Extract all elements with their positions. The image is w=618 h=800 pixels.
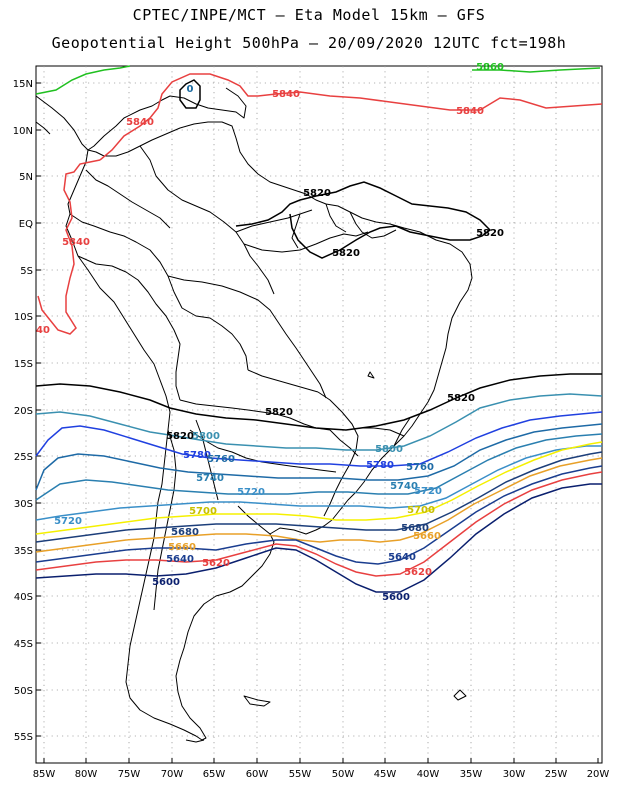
- contour-label: 5760: [207, 454, 235, 465]
- contour-label: 5720: [54, 516, 82, 527]
- contour-label: 5820: [447, 393, 475, 404]
- contour-label: 5720: [414, 486, 442, 497]
- contour-label: 5600: [152, 577, 180, 588]
- contour-label: 5660: [413, 531, 441, 542]
- lat-label: 5S: [20, 266, 33, 277]
- lat-label: 10N: [13, 126, 33, 137]
- contour-5820-north: [235, 181, 492, 259]
- contour-5780: [35, 411, 603, 467]
- contour-label: 5840: [272, 89, 300, 100]
- contour-label: 5820: [166, 431, 194, 442]
- map-frame: [35, 65, 603, 764]
- contour-label: 5740: [390, 481, 418, 492]
- contour-label: 5700: [407, 505, 435, 516]
- contour-label: 5840: [126, 117, 154, 128]
- contour-label: 5740: [196, 473, 224, 484]
- lat-label: 5N: [19, 172, 33, 183]
- lat-label: 35S: [14, 546, 33, 557]
- contour-label: 5820: [332, 248, 360, 259]
- map-title: CPTEC/INPE/MCT – Eta Model 15km – GFS: [132, 6, 486, 24]
- contour-label: 5680: [401, 523, 429, 534]
- lon-label: 80W: [75, 769, 98, 780]
- contour-label: 5620: [404, 567, 432, 578]
- lat-label: 15S: [14, 359, 33, 370]
- contour-label: 5640: [166, 554, 194, 565]
- lon-label: 40W: [417, 769, 440, 780]
- contour-5860-east: [472, 67, 601, 73]
- frame-ticks: [36, 82, 599, 763]
- lat-label: 25S: [14, 452, 33, 463]
- lat-label: 45S: [14, 639, 33, 650]
- contour-label: 5780: [183, 450, 211, 461]
- lat-label: 50S: [14, 686, 33, 697]
- contour-5760: [35, 423, 603, 491]
- lon-label: 45W: [374, 769, 397, 780]
- contour-5840: [99, 73, 603, 161]
- contour-5860: [35, 65, 131, 95]
- lon-label: 70W: [161, 769, 184, 780]
- coastline-and-borders: [35, 87, 473, 743]
- contour-label: 5760: [406, 462, 434, 473]
- contour-5800: [35, 393, 603, 451]
- contour-label: 5700: [189, 506, 217, 517]
- lon-label: 20W: [587, 769, 610, 780]
- contour-label: 5720: [237, 487, 265, 498]
- lon-label: 25W: [545, 769, 568, 780]
- lon-label: 30W: [503, 769, 526, 780]
- contour-5640: [35, 465, 603, 565]
- latitude-labels: 15N 10N 5N EQ 5S 10S 15S 20S 25S 30S 35S 40S 45S 50S 5…: [13, 79, 33, 743]
- lat-label: 10S: [14, 312, 33, 323]
- contour-label: 0: [187, 84, 194, 95]
- lat-label: 40S: [14, 592, 33, 603]
- lon-label: 60W: [246, 769, 269, 780]
- contour-label: 5860: [476, 62, 504, 73]
- contour-label: 5620: [202, 558, 230, 569]
- contour-5840-west: [37, 159, 101, 335]
- contour-5660: [35, 457, 603, 553]
- contour-5600: [35, 483, 602, 593]
- contour-label: 5780: [366, 460, 394, 471]
- contour-labels: 5840584058405840400586058205820582058205…: [36, 62, 504, 603]
- lon-label: 35W: [460, 769, 483, 780]
- contour-5740: [35, 433, 603, 501]
- contour-lines: [35, 65, 603, 593]
- lat-label: 55S: [14, 732, 33, 743]
- contour-label: 5800: [192, 431, 220, 442]
- lon-label: 50W: [332, 769, 355, 780]
- contour-label: 5660: [168, 542, 196, 553]
- contour-label: 5640: [388, 552, 416, 563]
- lon-label: 75W: [118, 769, 141, 780]
- contour-5620: [35, 471, 603, 577]
- contour-label: 40: [36, 325, 50, 336]
- map-subtitle: Geopotential Height 500hPa – 20/09/2020 …: [51, 34, 567, 52]
- contour-label: 5600: [382, 592, 410, 603]
- contour-label: 5680: [171, 527, 199, 538]
- contour-5720: [35, 445, 602, 521]
- contour-label: 5840: [62, 237, 90, 248]
- contour-5840-ring: [179, 79, 201, 109]
- contour-5820-south: [35, 373, 602, 431]
- longitude-labels: 85W 80W 75W 70W 65W 60W 55W 50W 45W 40W 35W 30W 25W 2…: [33, 769, 610, 780]
- lon-label: 55W: [289, 769, 312, 780]
- lon-label: 65W: [203, 769, 226, 780]
- contour-label: 5820: [265, 407, 293, 418]
- contour-5700: [35, 441, 603, 535]
- lat-label: 20S: [14, 406, 33, 417]
- lon-label: 85W: [33, 769, 56, 780]
- lat-label: 30S: [14, 499, 33, 510]
- contour-label: 5820: [476, 228, 504, 239]
- contour-5680: [35, 451, 603, 543]
- contour-label: 5820: [303, 188, 331, 199]
- contour-label: 5800: [375, 444, 403, 455]
- lat-label: 15N: [13, 79, 33, 90]
- graticule: [36, 66, 602, 763]
- lat-label: EQ: [19, 219, 33, 230]
- contour-label: 5840: [456, 106, 484, 117]
